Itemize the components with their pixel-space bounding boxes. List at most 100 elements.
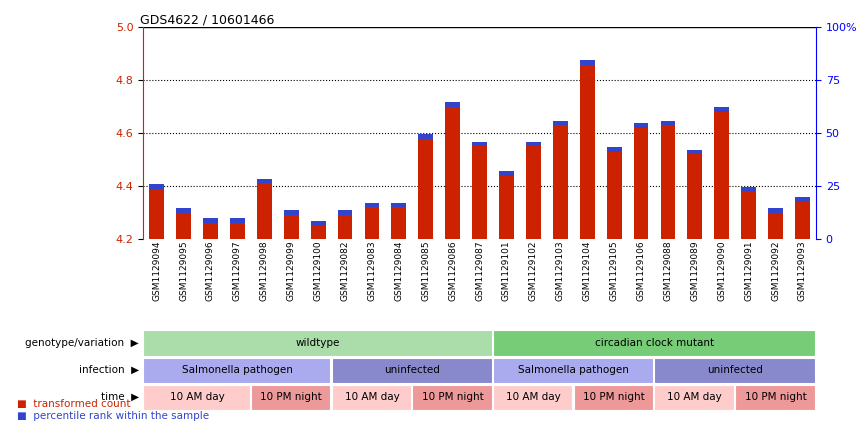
Text: GSM1129095: GSM1129095 [179, 241, 188, 302]
Bar [634, 128, 648, 239]
Bar [391, 207, 406, 239]
Bar [284, 215, 299, 239]
Text: GSM1129100: GSM1129100 [313, 241, 323, 302]
Bar [634, 123, 648, 128]
Text: GSM1129105: GSM1129105 [609, 241, 619, 302]
Bar [284, 211, 299, 215]
Text: GSM1129084: GSM1129084 [394, 241, 404, 301]
Bar [553, 121, 568, 125]
Text: GSM1129097: GSM1129097 [233, 241, 242, 302]
Text: GSM1129089: GSM1129089 [690, 241, 700, 302]
Text: wildtype: wildtype [296, 338, 340, 348]
Text: ■  percentile rank within the sample: ■ percentile rank within the sample [17, 411, 209, 421]
Bar [714, 107, 729, 112]
Bar [526, 146, 541, 239]
Text: GSM1129106: GSM1129106 [636, 241, 646, 302]
Text: GSM1129099: GSM1129099 [286, 241, 296, 302]
Bar [741, 187, 756, 191]
Bar [795, 197, 810, 202]
Bar [311, 221, 326, 226]
Bar [412, 385, 491, 410]
Text: GSM1129102: GSM1129102 [529, 241, 538, 301]
Bar [445, 102, 460, 107]
Bar [149, 189, 164, 239]
Text: GDS4622 / 10601466: GDS4622 / 10601466 [140, 14, 274, 26]
Bar [176, 213, 191, 239]
Text: GSM1129085: GSM1129085 [421, 241, 431, 302]
Bar [338, 211, 352, 215]
Text: time  ▶: time ▶ [101, 392, 139, 402]
Text: 10 AM day: 10 AM day [345, 392, 399, 402]
Bar [687, 154, 702, 239]
Bar [472, 142, 487, 146]
Bar [176, 208, 191, 213]
Bar [654, 357, 814, 383]
Text: 10 PM night: 10 PM night [745, 392, 806, 402]
Text: ■  transformed count: ■ transformed count [17, 399, 131, 409]
Bar [418, 139, 433, 239]
Text: GSM1129104: GSM1129104 [582, 241, 592, 301]
Text: GSM1129082: GSM1129082 [340, 241, 350, 301]
Bar [332, 357, 491, 383]
Text: GSM1129098: GSM1129098 [260, 241, 269, 302]
Bar [230, 223, 245, 239]
Bar [338, 215, 352, 239]
Text: GSM1129103: GSM1129103 [556, 241, 565, 302]
Bar [795, 202, 810, 239]
Bar [499, 176, 514, 239]
Bar [580, 60, 595, 64]
Text: GSM1129094: GSM1129094 [152, 241, 161, 301]
Bar [311, 226, 326, 239]
Bar [230, 218, 245, 223]
Bar [607, 147, 621, 152]
Text: GSM1129091: GSM1129091 [744, 241, 753, 302]
Bar [445, 107, 460, 239]
Text: GSM1129093: GSM1129093 [798, 241, 807, 302]
Bar [203, 223, 218, 239]
Bar [257, 179, 272, 184]
Bar [493, 330, 814, 356]
Bar [499, 171, 514, 176]
Text: uninfected: uninfected [385, 365, 440, 375]
Text: GSM1129090: GSM1129090 [717, 241, 727, 302]
Bar [143, 357, 330, 383]
Text: 10 AM day: 10 AM day [169, 392, 225, 402]
Bar [332, 385, 411, 410]
Bar [574, 385, 653, 410]
Text: 10 PM night: 10 PM night [583, 392, 645, 402]
Text: GSM1129101: GSM1129101 [502, 241, 511, 302]
Bar [143, 385, 249, 410]
Text: 10 AM day: 10 AM day [506, 392, 561, 402]
Bar [391, 203, 406, 207]
Text: infection  ▶: infection ▶ [79, 365, 139, 375]
Bar [365, 203, 379, 207]
Bar [687, 150, 702, 154]
Bar [768, 213, 783, 239]
Bar [472, 146, 487, 239]
Text: GSM1129086: GSM1129086 [448, 241, 457, 302]
Bar [418, 134, 433, 138]
Text: GSM1129088: GSM1129088 [663, 241, 673, 302]
Text: Salmonella pathogen: Salmonella pathogen [518, 365, 629, 375]
Bar [251, 385, 330, 410]
Bar [365, 207, 379, 239]
Bar [735, 385, 814, 410]
Bar [203, 218, 218, 223]
Bar [143, 330, 491, 356]
Bar [661, 121, 675, 125]
Bar [741, 192, 756, 239]
Bar [493, 385, 572, 410]
Bar [580, 65, 595, 239]
Text: 10 PM night: 10 PM night [260, 392, 322, 402]
Bar [768, 208, 783, 213]
Bar [149, 184, 164, 189]
Bar [661, 125, 675, 239]
Text: 10 AM day: 10 AM day [667, 392, 722, 402]
Text: uninfected: uninfected [707, 365, 763, 375]
Text: GSM1129083: GSM1129083 [367, 241, 377, 302]
Text: 10 PM night: 10 PM night [422, 392, 483, 402]
Text: circadian clock mutant: circadian clock mutant [595, 338, 714, 348]
Text: genotype/variation  ▶: genotype/variation ▶ [25, 338, 139, 348]
Text: GSM1129087: GSM1129087 [475, 241, 484, 302]
Bar [607, 152, 621, 239]
